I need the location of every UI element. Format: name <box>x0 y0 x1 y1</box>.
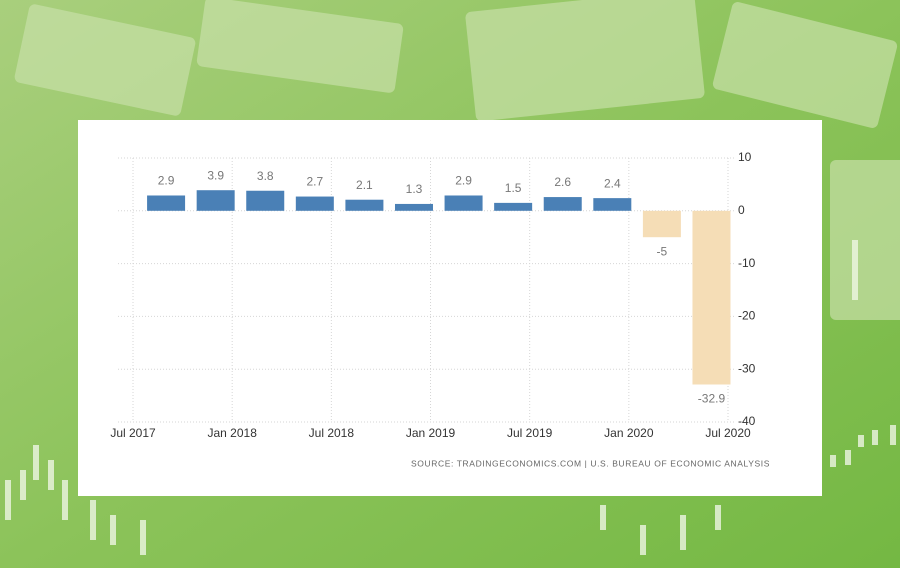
y-tick-label: -30 <box>738 361 756 375</box>
candlesticks <box>5 240 896 555</box>
x-tick-label: Jan 2019 <box>406 426 456 440</box>
bar <box>345 199 384 211</box>
bar <box>593 198 632 211</box>
x-tick-label: Jul 2018 <box>309 426 355 440</box>
y-tick-label: 10 <box>738 150 752 164</box>
x-tick-label: Jan 2020 <box>604 426 654 440</box>
bar <box>196 190 235 211</box>
bar <box>692 210 731 385</box>
y-tick-label: -40 <box>738 414 756 428</box>
bar <box>494 202 533 211</box>
value-label: 2.7 <box>306 175 323 189</box>
x-tick-label: Jan 2018 <box>207 426 257 440</box>
bar <box>147 195 186 211</box>
value-label: 2.9 <box>455 174 472 188</box>
bar <box>246 190 285 211</box>
source-note: SOURCE: TRADINGECONOMICS.COM | U.S. BURE… <box>411 458 770 468</box>
x-tick-label: Jul 2019 <box>507 426 553 440</box>
value-label: -32.9 <box>698 392 726 406</box>
x-tick-label: Jul 2017 <box>110 426 156 440</box>
value-label: 2.6 <box>554 175 571 189</box>
value-label: 2.9 <box>158 174 175 188</box>
value-label: 2.4 <box>604 176 621 190</box>
value-label: 2.1 <box>356 178 373 192</box>
bar <box>642 210 681 238</box>
bar <box>543 197 582 211</box>
value-label: 1.3 <box>406 182 423 196</box>
y-tick-label: -20 <box>738 309 756 323</box>
y-tick-label: 0 <box>738 203 745 217</box>
value-label: 3.9 <box>207 168 224 182</box>
bar <box>444 195 483 211</box>
value-label: 1.5 <box>505 181 522 195</box>
bar <box>295 196 334 211</box>
background-decoration <box>14 0 900 320</box>
value-label: -5 <box>657 244 668 258</box>
plot: 10 0 -10 -20 -30 -40 Jul 2017 Jan 2018 Jul 2018 J… <box>110 150 755 440</box>
bar <box>394 203 433 211</box>
value-label: 3.8 <box>257 169 274 183</box>
x-tick-label: Jul 2020 <box>705 426 751 440</box>
y-tick-label: -10 <box>738 256 756 270</box>
